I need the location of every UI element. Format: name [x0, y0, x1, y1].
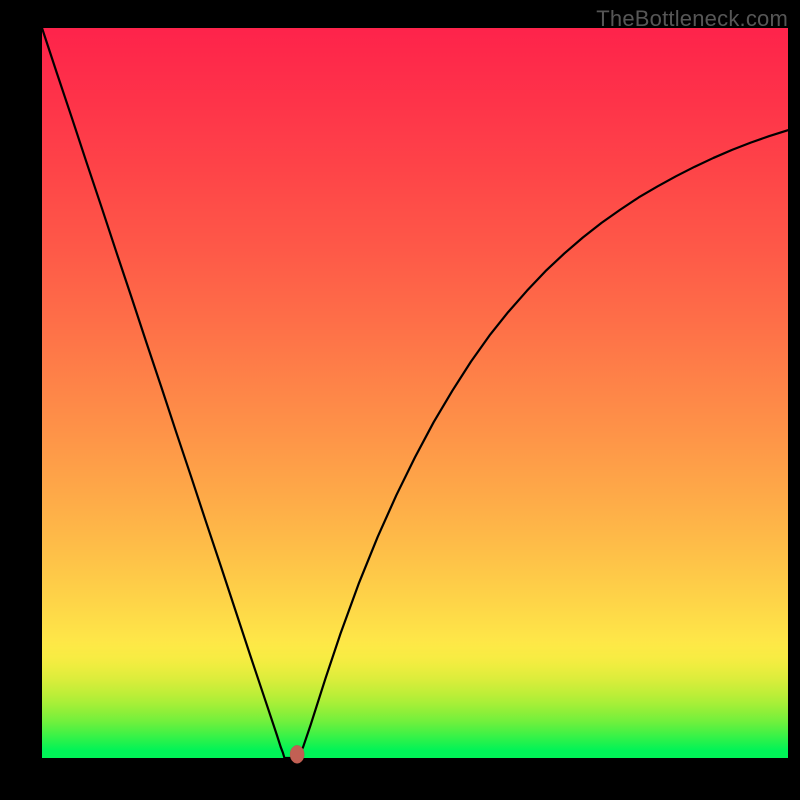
- watermark-text: TheBottleneck.com: [596, 6, 788, 32]
- bottleneck-chart: [0, 0, 800, 800]
- optimum-marker: [290, 745, 304, 763]
- plot-background: [42, 28, 788, 758]
